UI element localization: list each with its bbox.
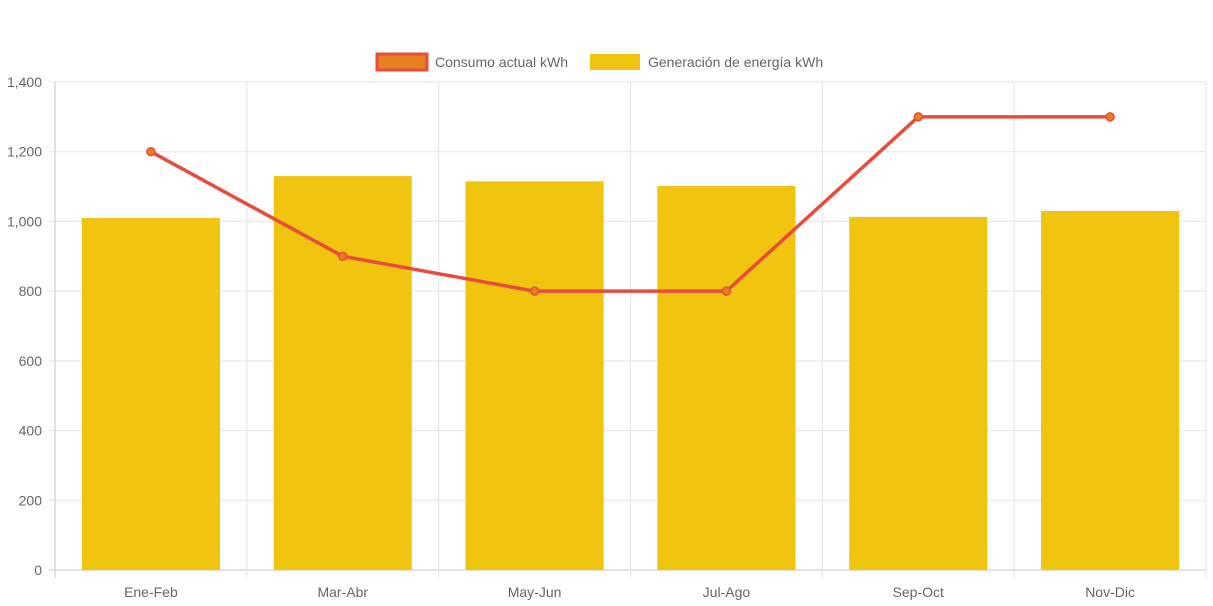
bar[interactable] <box>657 185 796 571</box>
line-point[interactable] <box>529 286 540 296</box>
line-point[interactable] <box>913 112 923 122</box>
bar[interactable] <box>1041 210 1180 570</box>
x-tick-label: Mar-Abr <box>317 584 368 600</box>
y-tick-label: 1,400 <box>7 74 42 90</box>
bar[interactable] <box>849 216 988 570</box>
line-series <box>150 115 1111 293</box>
line-point[interactable] <box>338 251 348 262</box>
y-tick-label: 0 <box>34 562 42 578</box>
x-tick-label: May-Jun <box>508 584 562 600</box>
x-tick-label: Ene-Feb <box>124 584 178 600</box>
legend-swatch-consumo <box>375 52 429 72</box>
line-point[interactable] <box>146 146 156 157</box>
y-tick-label: 1,200 <box>7 144 42 160</box>
y-tick-label: 400 <box>19 423 43 439</box>
line-points <box>146 112 1115 296</box>
legend-swatch-generacion <box>590 54 640 70</box>
x-tick-label: Sep-Oct <box>893 584 944 600</box>
line-point[interactable] <box>1105 112 1115 122</box>
y-tick-label: 1,000 <box>7 213 42 229</box>
x-tick-label: Nov-Dic <box>1085 584 1135 600</box>
consumo-line <box>150 115 1111 293</box>
y-tick-label: 200 <box>19 492 43 508</box>
x-tick-label: Jul-Ago <box>703 584 751 600</box>
x-axis: Ene-Feb Mar-Abr May-Jun Jul-Ago Sep-Oct Nov-D… <box>124 584 1135 600</box>
y-tick-label: 600 <box>19 353 43 369</box>
legend-label-consumo: Consumo actual kWh <box>435 54 568 70</box>
legend-item-consumo[interactable]: Consumo actual kWh <box>375 52 568 72</box>
bar[interactable] <box>81 217 220 570</box>
bar[interactable] <box>273 176 412 570</box>
legend: Consumo actual kWh Generación de energía… <box>375 52 823 72</box>
bar[interactable] <box>465 181 604 571</box>
y-tick-label: 800 <box>19 283 43 299</box>
legend-label-generacion: Generación de energía kWh <box>648 54 823 70</box>
line-point[interactable] <box>721 286 732 296</box>
grid-lines <box>49 81 1207 578</box>
y-axis: 0 200 400 600 800 1,000 1,200 1,400 <box>7 74 42 578</box>
legend-item-generacion[interactable]: Generación de energía kWh <box>590 54 823 70</box>
